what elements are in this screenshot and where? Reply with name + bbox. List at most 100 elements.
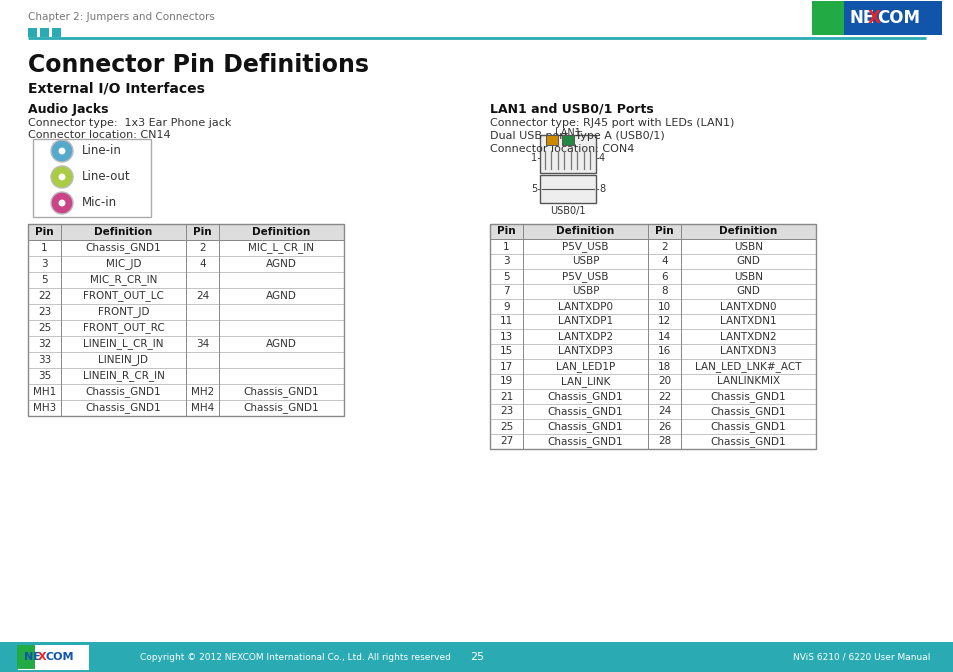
Text: 17: 17 <box>499 362 513 372</box>
FancyBboxPatch shape <box>28 288 344 304</box>
Text: 5: 5 <box>41 275 48 285</box>
Text: Connector type:  1x3 Ear Phone jack: Connector type: 1x3 Ear Phone jack <box>28 118 232 128</box>
Text: 25: 25 <box>470 652 483 662</box>
Text: Chassis_GND1: Chassis_GND1 <box>710 391 785 402</box>
Text: 24: 24 <box>658 407 670 417</box>
Text: 23: 23 <box>499 407 513 417</box>
Text: Chassis_GND1: Chassis_GND1 <box>547 421 622 432</box>
Circle shape <box>57 173 67 181</box>
Text: LANTXDP0: LANTXDP0 <box>558 302 613 312</box>
FancyBboxPatch shape <box>40 28 49 37</box>
Text: X: X <box>38 652 47 662</box>
Text: Chassis_GND1: Chassis_GND1 <box>243 386 319 397</box>
FancyBboxPatch shape <box>490 299 815 314</box>
FancyBboxPatch shape <box>539 135 596 173</box>
Circle shape <box>51 140 73 162</box>
FancyBboxPatch shape <box>28 384 344 400</box>
Text: 1: 1 <box>41 243 48 253</box>
Text: Pin: Pin <box>655 226 673 237</box>
Text: 14: 14 <box>658 331 670 341</box>
Text: NE: NE <box>24 652 41 662</box>
Text: LAN_LINK: LAN_LINK <box>560 376 610 387</box>
FancyBboxPatch shape <box>17 645 35 669</box>
Circle shape <box>51 166 73 188</box>
Text: Pin: Pin <box>35 227 53 237</box>
Text: Chassis_GND1: Chassis_GND1 <box>86 386 161 397</box>
FancyBboxPatch shape <box>490 344 815 359</box>
Text: 12: 12 <box>658 317 670 327</box>
Text: MH3: MH3 <box>32 403 56 413</box>
Text: Definition: Definition <box>719 226 777 237</box>
FancyBboxPatch shape <box>52 28 61 37</box>
Text: MIC_JD: MIC_JD <box>106 259 141 269</box>
FancyBboxPatch shape <box>28 224 344 240</box>
Text: Chassis_GND1: Chassis_GND1 <box>547 406 622 417</box>
Text: 35: 35 <box>38 371 51 381</box>
Circle shape <box>51 192 73 214</box>
FancyBboxPatch shape <box>490 239 815 254</box>
Text: NViS 6210 / 6220 User Manual: NViS 6210 / 6220 User Manual <box>792 653 929 661</box>
Text: Chassis_GND1: Chassis_GND1 <box>547 436 622 447</box>
Text: Definition: Definition <box>556 226 614 237</box>
Text: 22: 22 <box>38 291 51 301</box>
FancyBboxPatch shape <box>490 329 815 344</box>
FancyBboxPatch shape <box>0 642 953 672</box>
FancyBboxPatch shape <box>490 404 815 419</box>
FancyBboxPatch shape <box>33 139 151 217</box>
Text: 27: 27 <box>499 437 513 446</box>
Text: AGND: AGND <box>266 339 296 349</box>
Text: 5: 5 <box>502 271 509 282</box>
Text: 15: 15 <box>499 347 513 357</box>
Circle shape <box>57 198 67 208</box>
FancyBboxPatch shape <box>490 374 815 389</box>
Text: GND: GND <box>736 257 760 267</box>
Text: X: X <box>867 9 880 27</box>
Text: LAN1: LAN1 <box>555 128 580 138</box>
Text: Mic-in: Mic-in <box>82 196 117 210</box>
Text: 19: 19 <box>499 376 513 386</box>
Text: LAN_LED1P: LAN_LED1P <box>556 361 615 372</box>
Text: MIC_R_CR_IN: MIC_R_CR_IN <box>90 275 157 286</box>
FancyBboxPatch shape <box>490 419 815 434</box>
FancyBboxPatch shape <box>17 645 89 669</box>
Text: 5: 5 <box>530 184 537 194</box>
Text: 18: 18 <box>658 362 670 372</box>
FancyBboxPatch shape <box>490 359 815 374</box>
FancyBboxPatch shape <box>28 272 344 288</box>
FancyBboxPatch shape <box>28 320 344 336</box>
Text: MH1: MH1 <box>32 387 56 397</box>
FancyBboxPatch shape <box>28 304 344 320</box>
Text: AGND: AGND <box>266 259 296 269</box>
Text: 32: 32 <box>38 339 51 349</box>
FancyBboxPatch shape <box>28 28 37 37</box>
Text: AGND: AGND <box>266 291 296 301</box>
Text: Copyright © 2012 NEXCOM International Co., Ltd. All rights reserved: Copyright © 2012 NEXCOM International Co… <box>140 653 451 661</box>
Text: External I/O Interfaces: External I/O Interfaces <box>28 81 205 95</box>
Text: 6: 6 <box>660 271 667 282</box>
FancyBboxPatch shape <box>490 284 815 299</box>
Text: LINEIN_R_CR_IN: LINEIN_R_CR_IN <box>83 370 164 382</box>
Text: P5V_USB: P5V_USB <box>561 271 608 282</box>
Text: 34: 34 <box>195 339 209 349</box>
Text: MIC_L_CR_IN: MIC_L_CR_IN <box>248 243 314 253</box>
FancyBboxPatch shape <box>490 224 815 239</box>
FancyBboxPatch shape <box>561 135 574 145</box>
Text: USBN: USBN <box>733 241 762 251</box>
Text: COM: COM <box>876 9 919 27</box>
Text: 25: 25 <box>499 421 513 431</box>
Text: 1: 1 <box>502 241 509 251</box>
Text: Dual USB port, Type A (USB0/1): Dual USB port, Type A (USB0/1) <box>490 131 664 141</box>
Text: Chassis_GND1: Chassis_GND1 <box>86 403 161 413</box>
Text: COM: COM <box>46 652 74 662</box>
Text: Pin: Pin <box>193 227 212 237</box>
FancyBboxPatch shape <box>811 1 843 35</box>
Text: LINEIN_L_CR_IN: LINEIN_L_CR_IN <box>83 339 164 349</box>
Text: Chapter 2: Jumpers and Connectors: Chapter 2: Jumpers and Connectors <box>28 12 214 22</box>
Text: LAN_LED_LNK#_ACT: LAN_LED_LNK#_ACT <box>695 361 801 372</box>
Text: 2: 2 <box>660 241 667 251</box>
Text: FRONT_JD: FRONT_JD <box>97 306 149 317</box>
Text: 4: 4 <box>660 257 667 267</box>
Text: Line-in: Line-in <box>82 144 122 157</box>
FancyBboxPatch shape <box>28 400 344 416</box>
FancyBboxPatch shape <box>28 352 344 368</box>
